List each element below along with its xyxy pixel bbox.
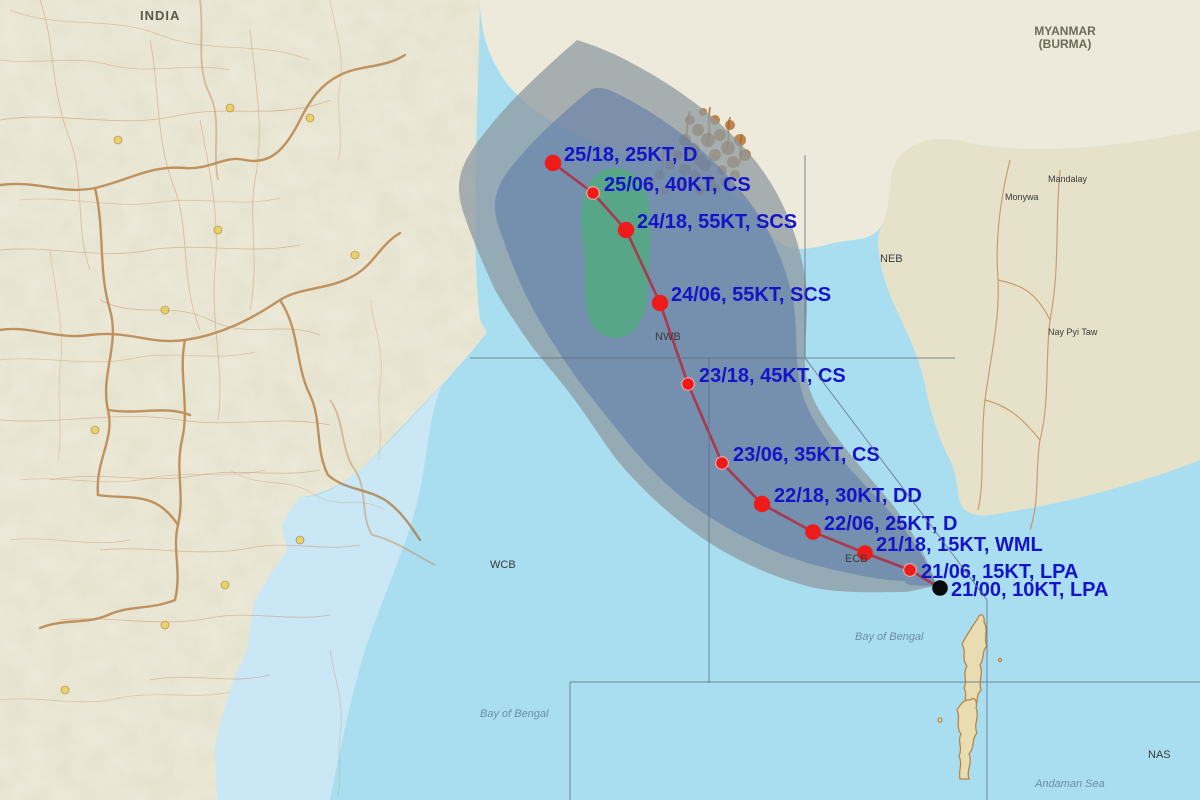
- svg-text:21/18, 15KT, WML: 21/18, 15KT, WML: [876, 534, 1043, 556]
- svg-text:25/18, 25KT, D: 25/18, 25KT, D: [564, 144, 697, 166]
- svg-text:NWB: NWB: [655, 331, 681, 343]
- svg-text:23/06, 35KT, CS: 23/06, 35KT, CS: [733, 444, 880, 466]
- svg-text:MYANMAR: MYANMAR: [1034, 24, 1096, 38]
- svg-text:Bay of Bengal: Bay of Bengal: [480, 708, 549, 720]
- svg-text:Monywa: Monywa: [1005, 192, 1039, 202]
- svg-text:ECB: ECB: [845, 553, 868, 565]
- svg-text:22/18, 30KT, DD: 22/18, 30KT, DD: [774, 485, 922, 507]
- svg-text:NEB: NEB: [880, 253, 903, 265]
- svg-text:21/06, 15KT, LPA: 21/06, 15KT, LPA: [921, 561, 1078, 583]
- svg-text:INDIA: INDIA: [140, 8, 180, 23]
- svg-text:(BURMA): (BURMA): [1039, 37, 1092, 51]
- svg-text:24/06, 55KT, SCS: 24/06, 55KT, SCS: [671, 284, 831, 306]
- svg-text:WCB: WCB: [490, 559, 516, 571]
- svg-text:Mandalay: Mandalay: [1048, 174, 1088, 184]
- svg-text:Bay of Bengal: Bay of Bengal: [855, 631, 924, 643]
- svg-text:Nay Pyi Taw: Nay Pyi Taw: [1048, 327, 1098, 337]
- svg-text:24/18, 55KT, SCS: 24/18, 55KT, SCS: [637, 211, 797, 233]
- svg-text:25/06, 40KT, CS: 25/06, 40KT, CS: [604, 174, 751, 196]
- svg-text:Andaman Sea: Andaman Sea: [1034, 778, 1105, 790]
- svg-text:22/06, 25KT, D: 22/06, 25KT, D: [824, 513, 957, 535]
- svg-text:NAS: NAS: [1148, 749, 1171, 761]
